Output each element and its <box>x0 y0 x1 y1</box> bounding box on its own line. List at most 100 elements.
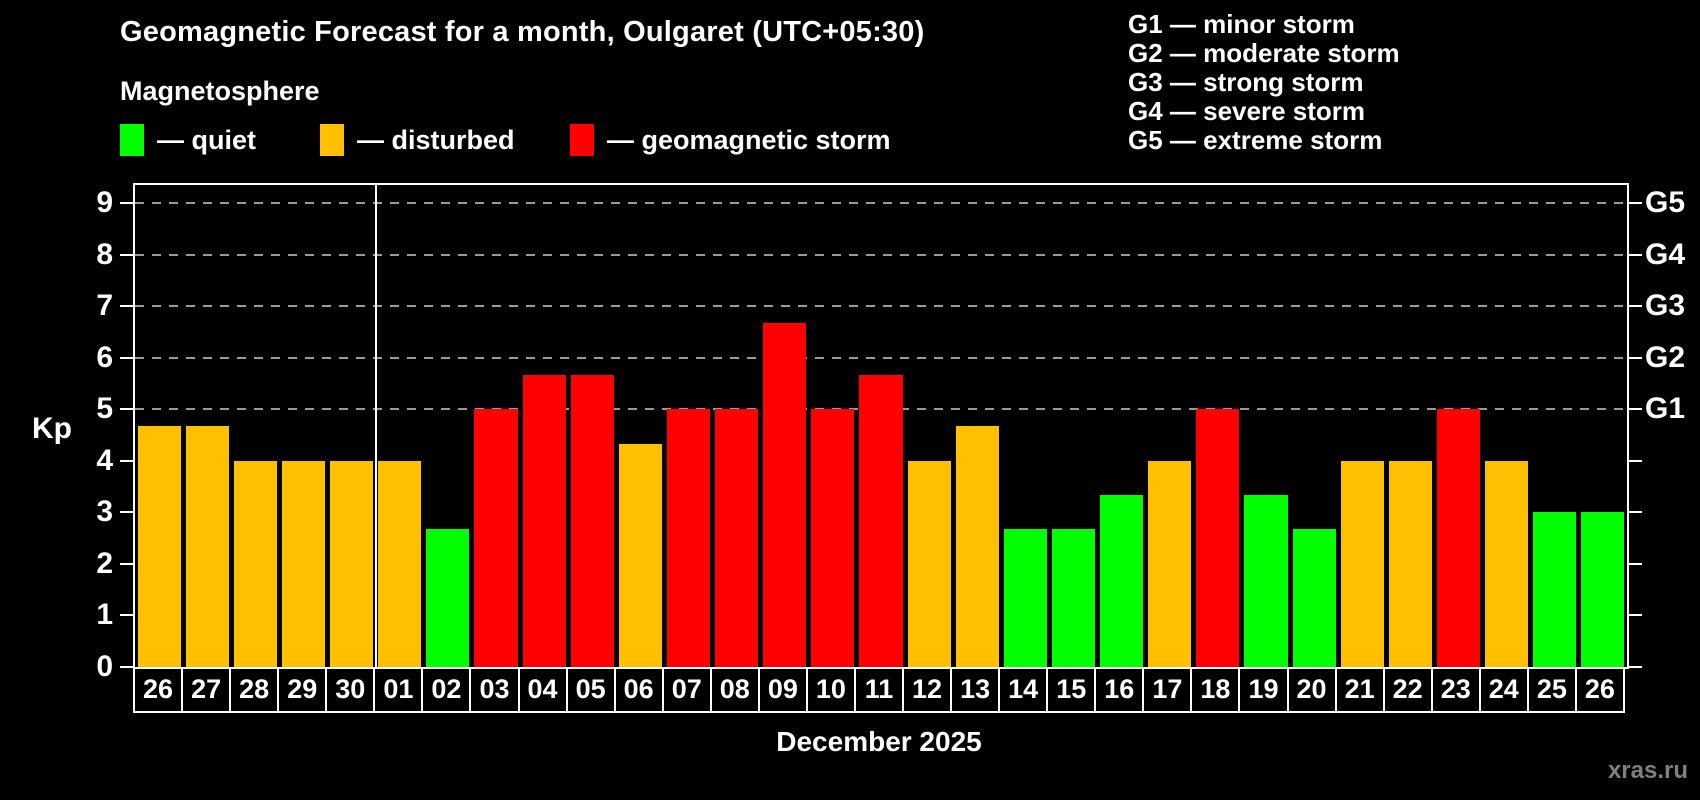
plot-area: 0 1 2 3 4 5 6 7 8 9 G1 G2 G3 G4 G5 <box>96 183 1685 683</box>
y-tick-label-8: 8 <box>96 237 113 271</box>
left-tick-9 <box>120 202 133 205</box>
right-tick-6 <box>1629 356 1642 359</box>
day-cell-16-12: 12 <box>904 667 953 711</box>
left-tick-0 <box>120 666 133 668</box>
gridline-kp9 <box>135 202 1627 205</box>
left-tick-8 <box>120 253 133 256</box>
y-tick-label-4: 4 <box>96 443 113 477</box>
right-tick-9 <box>1629 202 1642 205</box>
g-legend-line-4: G4 — severe storm <box>1128 96 1366 126</box>
g-scale-legend: G1 — minor storm G2 — moderate storm G3 — … <box>1128 10 1400 155</box>
y-axis-label: Kp <box>32 412 72 445</box>
day-cell-1-27: 27 <box>183 667 232 711</box>
bar-day-10 <box>811 409 855 667</box>
bar-day-24 <box>1485 460 1529 667</box>
y-tick-label-9: 9 <box>96 186 113 220</box>
right-tick-1 <box>1629 614 1642 617</box>
left-tick-3 <box>120 511 133 514</box>
g-legend-line-1: G1 — minor storm <box>1128 9 1355 39</box>
x-axis-month-label: December 2025 <box>776 726 982 757</box>
day-cell-4-30: 30 <box>327 667 376 711</box>
bar-day-12 <box>907 460 951 667</box>
day-cell-24-20: 20 <box>1289 667 1337 711</box>
day-cell-23-19: 19 <box>1240 667 1289 711</box>
bar-day-26 <box>1581 512 1625 667</box>
right-tick-5 <box>1629 408 1642 411</box>
right-axis-label-G5: G5 <box>1645 186 1686 220</box>
legend-label-disturbed: — disturbed <box>357 124 515 155</box>
left-tick-5 <box>120 408 133 411</box>
day-cell-14-10: 10 <box>808 667 856 711</box>
bar-day-28 <box>233 460 277 667</box>
bar-day-22 <box>1388 460 1432 667</box>
day-cell-9-05: 05 <box>568 667 616 711</box>
day-cell-8-04: 04 <box>520 667 568 711</box>
day-cell-19-15: 15 <box>1048 667 1097 711</box>
day-cell-22-18: 18 <box>1192 667 1241 711</box>
bar-day-04 <box>522 374 566 667</box>
chart-title: Geomagnetic Forecast for a month, Oulgar… <box>120 16 925 48</box>
y-tick-label-3: 3 <box>96 495 113 529</box>
legend-item-quiet: — quiet <box>120 124 256 156</box>
day-cell-7-03: 03 <box>471 667 520 711</box>
day-cell-18-14: 14 <box>1000 667 1049 711</box>
bar-day-29 <box>281 460 325 667</box>
left-tick-6 <box>120 356 133 359</box>
day-cell-5-01: 01 <box>375 667 424 711</box>
bar-day-02 <box>426 529 470 667</box>
right-axis-label-G3: G3 <box>1645 289 1686 323</box>
gridline-kp6 <box>135 356 1627 359</box>
y-tick-label-6: 6 <box>96 340 113 374</box>
left-tick-4 <box>120 459 133 462</box>
day-cell-11-07: 07 <box>664 667 712 711</box>
gridline-kp8 <box>135 253 1627 256</box>
day-cell-6-02: 02 <box>423 667 472 711</box>
day-cell-10-06: 06 <box>616 667 664 711</box>
day-cell-27-23: 23 <box>1433 667 1481 711</box>
bar-day-14 <box>1003 529 1047 667</box>
bar-day-19 <box>1244 495 1288 667</box>
g-legend-line-2: G2 — moderate storm <box>1128 38 1400 68</box>
day-cell-26-22: 22 <box>1385 667 1433 711</box>
left-tick-1 <box>120 614 133 617</box>
day-cell-25-21: 21 <box>1337 667 1385 711</box>
right-tick-0 <box>1629 666 1642 668</box>
bar-day-03 <box>474 409 518 667</box>
month-separator <box>374 185 377 667</box>
right-axis-label-G4: G4 <box>1645 237 1686 271</box>
day-cell-0-26: 26 <box>135 667 184 711</box>
right-tick-2 <box>1629 562 1642 565</box>
day-cell-15-11: 11 <box>856 667 904 711</box>
day-cell-17-13: 13 <box>952 667 1001 711</box>
day-cell-30-26: 26 <box>1584 673 1615 704</box>
day-cell-28-24: 24 <box>1481 667 1529 711</box>
legend-label-quiet: — quiet <box>157 124 256 155</box>
bar-day-18 <box>1196 409 1240 667</box>
bar-day-17 <box>1148 460 1192 667</box>
left-tick-7 <box>120 305 133 308</box>
right-tick-7 <box>1629 305 1642 308</box>
right-tick-4 <box>1629 459 1642 462</box>
bar-day-26 <box>137 426 181 667</box>
y-tick-label-2: 2 <box>96 546 113 580</box>
storm-swatch-icon <box>570 124 594 156</box>
y-tick-label-5: 5 <box>96 392 113 426</box>
chart-subtitle: Magnetosphere <box>120 76 320 106</box>
disturbed-swatch-icon <box>320 124 344 156</box>
legend-item-disturbed: — disturbed <box>320 124 515 156</box>
right-tick-8 <box>1629 253 1642 256</box>
gridline-kp7 <box>135 305 1627 308</box>
bar-day-05 <box>570 374 614 667</box>
day-cell-2-28: 28 <box>231 667 280 711</box>
day-cell-29-25: 25 <box>1529 667 1577 711</box>
bar-day-20 <box>1292 529 1336 667</box>
bar-day-01 <box>378 460 422 667</box>
day-cell-12-08: 08 <box>712 667 760 711</box>
bar-day-30 <box>330 460 374 667</box>
g-legend-line-3: G3 — strong storm <box>1128 67 1364 97</box>
bar-day-27 <box>185 426 229 667</box>
bar-day-08 <box>715 409 759 667</box>
y-tick-label-1: 1 <box>96 598 113 632</box>
legend-item-storm: — geomagnetic storm <box>570 124 891 156</box>
y-tick-label-0: 0 <box>96 650 113 683</box>
